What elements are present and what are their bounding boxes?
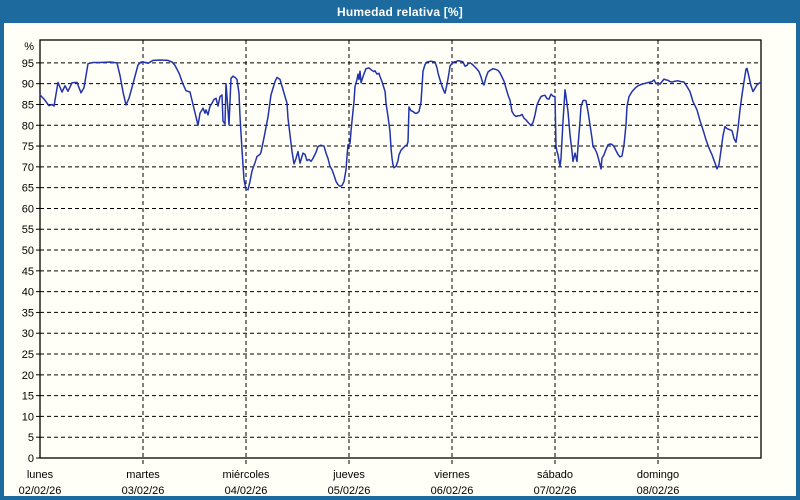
- y-tick-label: 85: [22, 99, 34, 111]
- x-weekday-label: miércoles: [222, 469, 270, 481]
- y-tick-label: 55: [22, 224, 34, 236]
- x-date-label: 08/02/26: [637, 485, 680, 497]
- x-date-label: 03/02/26: [122, 485, 165, 497]
- y-axis-unit-label: %: [24, 41, 34, 53]
- y-tick-label: 10: [22, 411, 34, 423]
- y-tick-label: 5: [28, 432, 34, 444]
- y-tick-label: 25: [22, 349, 34, 361]
- x-weekday-label: sábado: [537, 469, 573, 481]
- x-date-label: 05/02/26: [328, 485, 371, 497]
- y-tick-label: 40: [22, 287, 34, 299]
- title-bar: Humedad relativa [%]: [0, 0, 800, 23]
- chart-content: [4, 23, 796, 496]
- x-date-label: 02/02/26: [19, 485, 62, 497]
- y-tick-label: 75: [22, 141, 34, 153]
- x-date-label: 07/02/26: [534, 485, 577, 497]
- y-tick-label: 35: [22, 307, 34, 319]
- x-weekday-label: martes: [126, 469, 160, 481]
- x-weekday-label: lunes: [27, 469, 54, 481]
- y-tick-label: 50: [22, 245, 34, 257]
- y-tick-label: 30: [22, 328, 34, 340]
- y-tick-label: 45: [22, 266, 34, 278]
- humidity-line: [39, 59, 762, 191]
- y-tick-label: 95: [22, 58, 34, 70]
- x-date-label: 04/02/26: [225, 485, 268, 497]
- x-weekday-label: domingo: [637, 469, 679, 481]
- x-date-label: 06/02/26: [431, 485, 474, 497]
- y-tick-label: 90: [22, 79, 34, 91]
- y-tick-label: 20: [22, 370, 34, 382]
- y-tick-label: 70: [22, 162, 34, 174]
- x-weekday-label: viernes: [434, 469, 470, 481]
- y-tick-label: 15: [22, 391, 34, 403]
- x-weekday-label: jueves: [332, 469, 365, 481]
- plot-border: [39, 39, 762, 459]
- chart-title: Humedad relativa [%]: [336, 4, 464, 19]
- y-tick-label: 0: [28, 453, 34, 465]
- y-tick-label: 80: [22, 120, 34, 132]
- y-tick-label: 65: [22, 183, 34, 195]
- y-tick-label: 60: [22, 203, 34, 215]
